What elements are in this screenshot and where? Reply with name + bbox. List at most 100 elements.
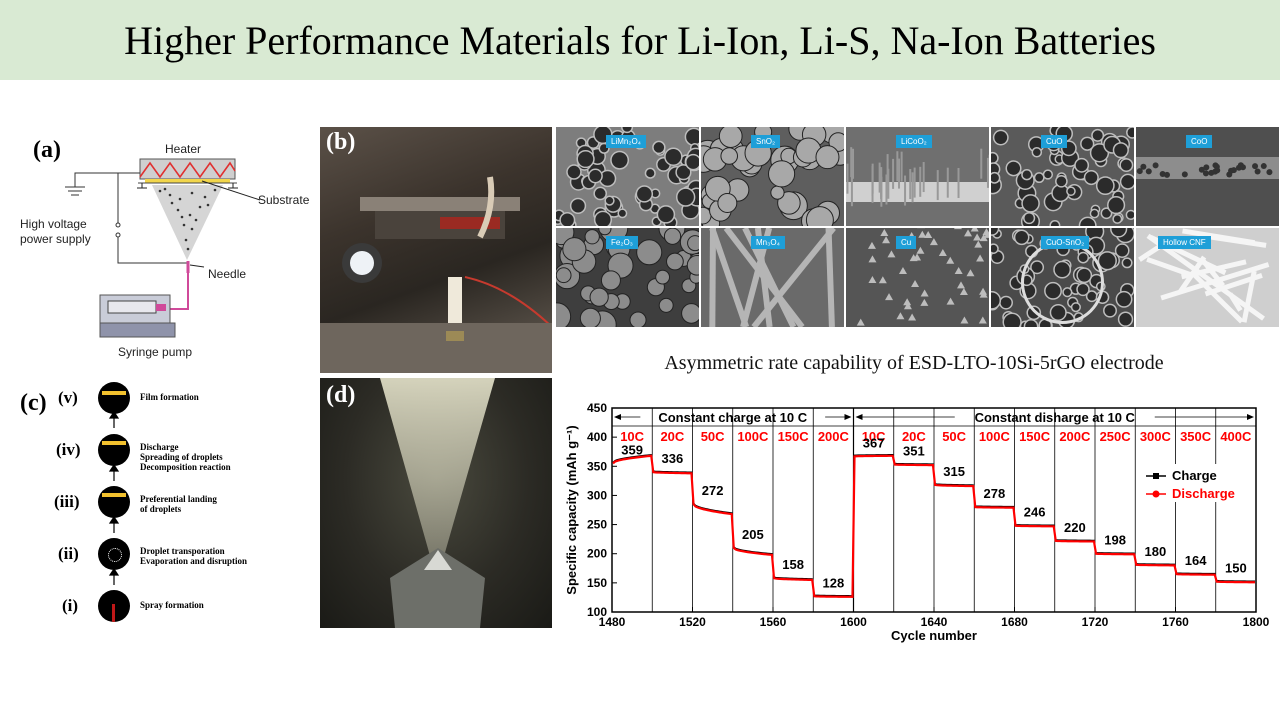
rate-label-13: 300C <box>1140 429 1172 444</box>
rate-label-8: 50C <box>942 429 966 444</box>
sem-tile: CoO <box>1136 127 1279 226</box>
sem-tile-label: Fe₂O₃ <box>606 236 638 249</box>
series-discharge-line <box>612 454 1256 598</box>
title-band: Higher Performance Materials for Li-Ion,… <box>0 0 1280 80</box>
capacity-label-10: 246 <box>1024 505 1046 520</box>
sem-tile: CuO-SnO₂ <box>991 228 1134 327</box>
sem-tile-label: Cu <box>896 236 917 249</box>
step-description-0: Film formation <box>140 392 199 402</box>
capacity-label-13: 180 <box>1145 544 1167 559</box>
y-tick-label: 450 <box>587 401 607 415</box>
rate-label-4: 150C <box>778 429 810 444</box>
step-iii-circle <box>98 486 130 518</box>
needle-label: Needle <box>208 267 247 281</box>
sem-texture <box>701 228 844 327</box>
x-tick-label: 1560 <box>760 615 787 629</box>
sem-tile: LiCoO₂ <box>846 127 989 226</box>
legend-discharge-marker <box>1152 490 1160 498</box>
spray-photo <box>380 378 495 628</box>
sem-tile-label: LiMn₂O₄ <box>606 135 646 148</box>
capacity-label-7: 351 <box>903 444 925 459</box>
panel-c-label: (c) <box>20 390 47 416</box>
rate-label-9: 100C <box>979 429 1011 444</box>
rate-label-5: 200C <box>818 429 850 444</box>
rate-label-6: 10C <box>862 429 886 444</box>
capacity-label-0: 359 <box>621 442 643 457</box>
sem-texture <box>846 228 989 327</box>
panel-a-label: (a) <box>33 137 61 163</box>
rate-label-12: 250C <box>1100 429 1132 444</box>
panel-c-process: (c) (v) Film formation (iv) Discharge Sprea… <box>18 378 313 628</box>
sem-tile-label: CuO <box>1041 135 1068 148</box>
step-description-3: Droplet transporation Evaporation and di… <box>140 546 248 566</box>
step-iv-circle <box>98 434 130 466</box>
sem-image-grid: LiMn₂O₄ SnO₂ LiCoO₂ CuO CoO Fe₂O₃ Mn₃O₄ Cu CuO-S… <box>556 127 1280 327</box>
capacity-label-15: 150 <box>1225 561 1247 576</box>
sem-texture <box>991 127 1134 226</box>
sem-tile-label: CoO <box>1186 135 1213 148</box>
section-arrowhead <box>855 414 863 420</box>
esd-setup-diagram <box>65 158 261 338</box>
rate-label-3: 100C <box>737 429 769 444</box>
capacity-label-9: 278 <box>984 486 1006 501</box>
step-description-2: Preferential landing of droplets <box>140 494 217 514</box>
sem-tile: Mn₃O₄ <box>701 228 844 327</box>
x-axis-label: Cycle number <box>891 628 977 643</box>
section-arrowhead <box>614 414 621 420</box>
sem-tile-label: Mn₃O₄ <box>751 236 785 249</box>
substrate-label: Substrate <box>258 193 310 207</box>
x-tick-label: 1480 <box>599 615 626 629</box>
legend-charge-marker <box>1153 473 1159 479</box>
sem-tile-label: Hollow CNF <box>1158 236 1211 249</box>
step-i-circle <box>98 590 130 622</box>
capacity-label-3: 205 <box>742 527 764 542</box>
rate-capability-chart: Constant charge at 10 C Constant disharge… <box>564 401 1270 643</box>
heater-label: Heater <box>165 142 202 156</box>
panel-b-photo: (b) <box>320 127 552 373</box>
capacity-label-4: 158 <box>782 557 804 572</box>
capacity-label-1: 336 <box>662 451 684 466</box>
sem-tile: Hollow CNF <box>1136 228 1279 327</box>
rate-label-14: 350C <box>1180 429 1212 444</box>
panel-b-label: (b) <box>326 129 356 155</box>
rate-label-0: 10C <box>620 429 644 444</box>
x-tick-label: 1600 <box>840 615 867 629</box>
x-tick-label: 1720 <box>1082 615 1109 629</box>
capacity-label-5: 128 <box>823 575 845 590</box>
rate-label-2: 50C <box>701 429 725 444</box>
step-roman-0: (v) <box>58 388 78 407</box>
chart-title: Asymmetric rate capability of ESD-LTO-10… <box>664 352 1164 374</box>
sem-tile: LiMn₂O₄ <box>556 127 699 226</box>
section-arrowhead <box>1247 414 1254 420</box>
sem-tile-label: LiCoO₂ <box>896 135 932 148</box>
sem-tile: Cu <box>846 228 989 327</box>
sem-tile: CuO <box>991 127 1134 226</box>
capacity-label-11: 220 <box>1064 520 1086 535</box>
step-roman-4: (i) <box>62 596 79 615</box>
y-axis-label: Specific capacity (mAh g⁻¹) <box>564 425 579 594</box>
hv-label-1: High voltage <box>20 217 87 231</box>
process-arrows <box>108 410 120 585</box>
x-tick-label: 1520 <box>679 615 706 629</box>
step-roman-1: (iv) <box>56 440 81 459</box>
step-description-4: Spray formation <box>140 600 204 610</box>
y-tick-label: 250 <box>587 518 607 532</box>
x-tick-label: 1680 <box>1001 615 1028 629</box>
y-tick-label: 100 <box>587 605 607 619</box>
step-v-circle <box>98 382 130 414</box>
legend-charge-label: Charge <box>1172 468 1217 483</box>
apparatus-photo <box>320 176 552 373</box>
step-description-1: Discharge Spreading of droplets Decompos… <box>140 442 231 472</box>
step-roman-2: (iii) <box>54 492 80 511</box>
rate-label-15: 400C <box>1220 429 1252 444</box>
panel-d-photo: (d) <box>320 378 552 628</box>
sem-tile-label: SnO₂ <box>751 135 781 148</box>
sem-texture <box>846 127 989 226</box>
rate-label-11: 200C <box>1059 429 1091 444</box>
y-tick-label: 400 <box>587 430 607 444</box>
legend-discharge-label: Discharge <box>1172 486 1235 501</box>
x-tick-label: 1760 <box>1162 615 1189 629</box>
y-tick-label: 200 <box>587 547 607 561</box>
rate-label-10: 150C <box>1019 429 1051 444</box>
rate-label-7: 20C <box>902 429 926 444</box>
